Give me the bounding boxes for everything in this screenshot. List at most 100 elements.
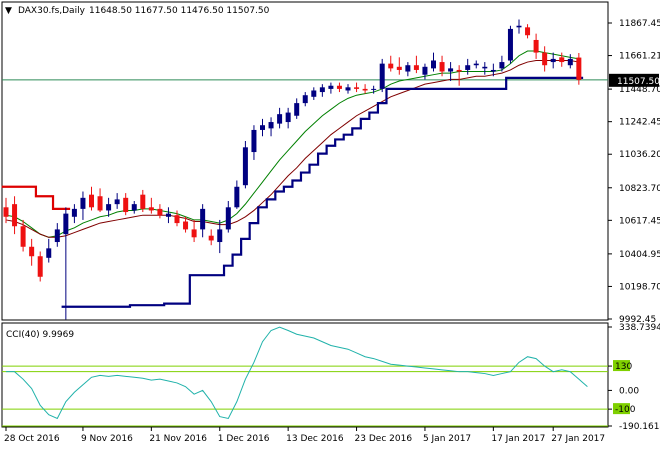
candle-body (550, 58, 556, 63)
cci-tick-label: 338.7394 (619, 323, 660, 333)
candle-body (507, 28, 513, 61)
candle-body (422, 66, 428, 75)
cci-line (6, 326, 588, 420)
price-tick-label: 10404.95 (619, 250, 660, 260)
candle-body (37, 256, 43, 277)
candle-body (217, 229, 223, 243)
candle-body (499, 62, 505, 69)
cci-indicator (2, 326, 608, 427)
candle-body (388, 63, 394, 69)
cci-tick-label: -190.1614 (619, 422, 660, 432)
candle-body (328, 85, 334, 89)
candle-body (225, 207, 231, 230)
price-axis: 11867.45 11661.21 11448.70 11242.45 11036.20… (608, 19, 660, 432)
stop-line (61, 76, 584, 308)
chart-header-icon: ▼ (5, 6, 12, 16)
candle-body (354, 87, 360, 89)
price-tick-label: 11242.45 (619, 118, 660, 128)
date-tick-label: 28 Oct 2016 (4, 434, 60, 444)
candle-body (63, 213, 69, 235)
cci-level-badge (613, 403, 630, 415)
candle-body (319, 87, 325, 93)
price-tick-label: 11661.21 (619, 52, 660, 62)
candle-body (533, 39, 539, 53)
candle-body (251, 129, 257, 153)
date-tick-label: 27 Jan 2017 (551, 434, 605, 444)
candle-body (114, 199, 120, 205)
date-tick-label: 5 Jan 2017 (423, 434, 471, 444)
candle-body (20, 226, 26, 247)
candle-body (148, 207, 154, 211)
candle-body (336, 85, 342, 89)
indicator-overlays (1, 50, 584, 308)
date-axis: 28 Oct 2016 9 Nov 2016 21 Nov 2016 1 Dec 20… (4, 427, 605, 444)
date-tick-label: 23 Dec 2016 (355, 434, 413, 444)
candle-body (473, 63, 479, 66)
date-tick-label: 13 Dec 2016 (286, 434, 344, 444)
current-price-badge (609, 73, 659, 87)
candle-body (439, 62, 445, 72)
cci-level-label: 130 (615, 362, 632, 372)
candle-body (80, 197, 86, 209)
candle-body (525, 27, 531, 36)
candle-body (516, 25, 522, 28)
price-tick-label: 10823.70 (619, 184, 660, 194)
candle-body (157, 208, 163, 216)
current-price-label: 11507.50 (617, 77, 660, 87)
price-panel-frame (1, 1, 609, 321)
candle-body (396, 66, 402, 70)
chart-symbol: DAX30.fs,Daily (18, 6, 86, 16)
candle-body (490, 69, 496, 72)
candle-body (29, 246, 35, 257)
cci-level-badge (613, 360, 630, 372)
candle-body (559, 57, 565, 63)
candle-body (405, 65, 411, 72)
price-tick-label: 11448.70 (619, 85, 660, 95)
candle-body (191, 229, 197, 238)
candle-body (97, 196, 103, 211)
red-line (1, 185, 71, 210)
candle-body (174, 215, 180, 224)
candle-body (345, 87, 351, 91)
cci-tick-label: 0.00 (619, 386, 639, 396)
candle-body (362, 88, 368, 91)
fast-ma (5, 50, 579, 238)
date-tick-label: 21 Nov 2016 (149, 434, 207, 444)
price-tick-label: 10198.70 (619, 282, 660, 292)
candle-body (379, 63, 385, 89)
chart-ohlc: 11648.50 11677.50 11476.50 11507.50 (89, 6, 270, 16)
candle-body (456, 69, 462, 72)
date-tick-label: 17 Jan 2017 (491, 434, 545, 444)
candle-body (140, 194, 146, 209)
candle-body (200, 208, 206, 230)
date-tick-label: 1 Dec 2016 (218, 434, 270, 444)
candle-body (89, 194, 94, 208)
candle-body (123, 197, 129, 213)
candle-body (131, 204, 137, 211)
slow-ma (5, 59, 579, 238)
candle-body (371, 88, 377, 90)
candle-body (294, 103, 300, 116)
candle-body (260, 125, 265, 130)
price-tick-label: 10617.45 (619, 216, 660, 226)
cci-level-label: -100 (615, 405, 636, 415)
candle-body (431, 60, 436, 69)
price-tick-label: 11867.45 (619, 19, 660, 29)
candle-body (285, 112, 291, 123)
candle-body (576, 57, 582, 80)
candle-body (71, 208, 77, 217)
candle-body (106, 204, 112, 211)
candle-body (268, 122, 274, 129)
candle-body (54, 229, 60, 243)
candle-body (567, 58, 573, 66)
candle-body (413, 65, 419, 70)
cci-panel-frame (1, 322, 609, 428)
candle-body (542, 52, 548, 66)
candle-body (242, 147, 248, 186)
candle-body (277, 114, 283, 124)
candle-body (12, 204, 18, 227)
candle-body (183, 221, 189, 230)
candle-body (165, 213, 171, 217)
